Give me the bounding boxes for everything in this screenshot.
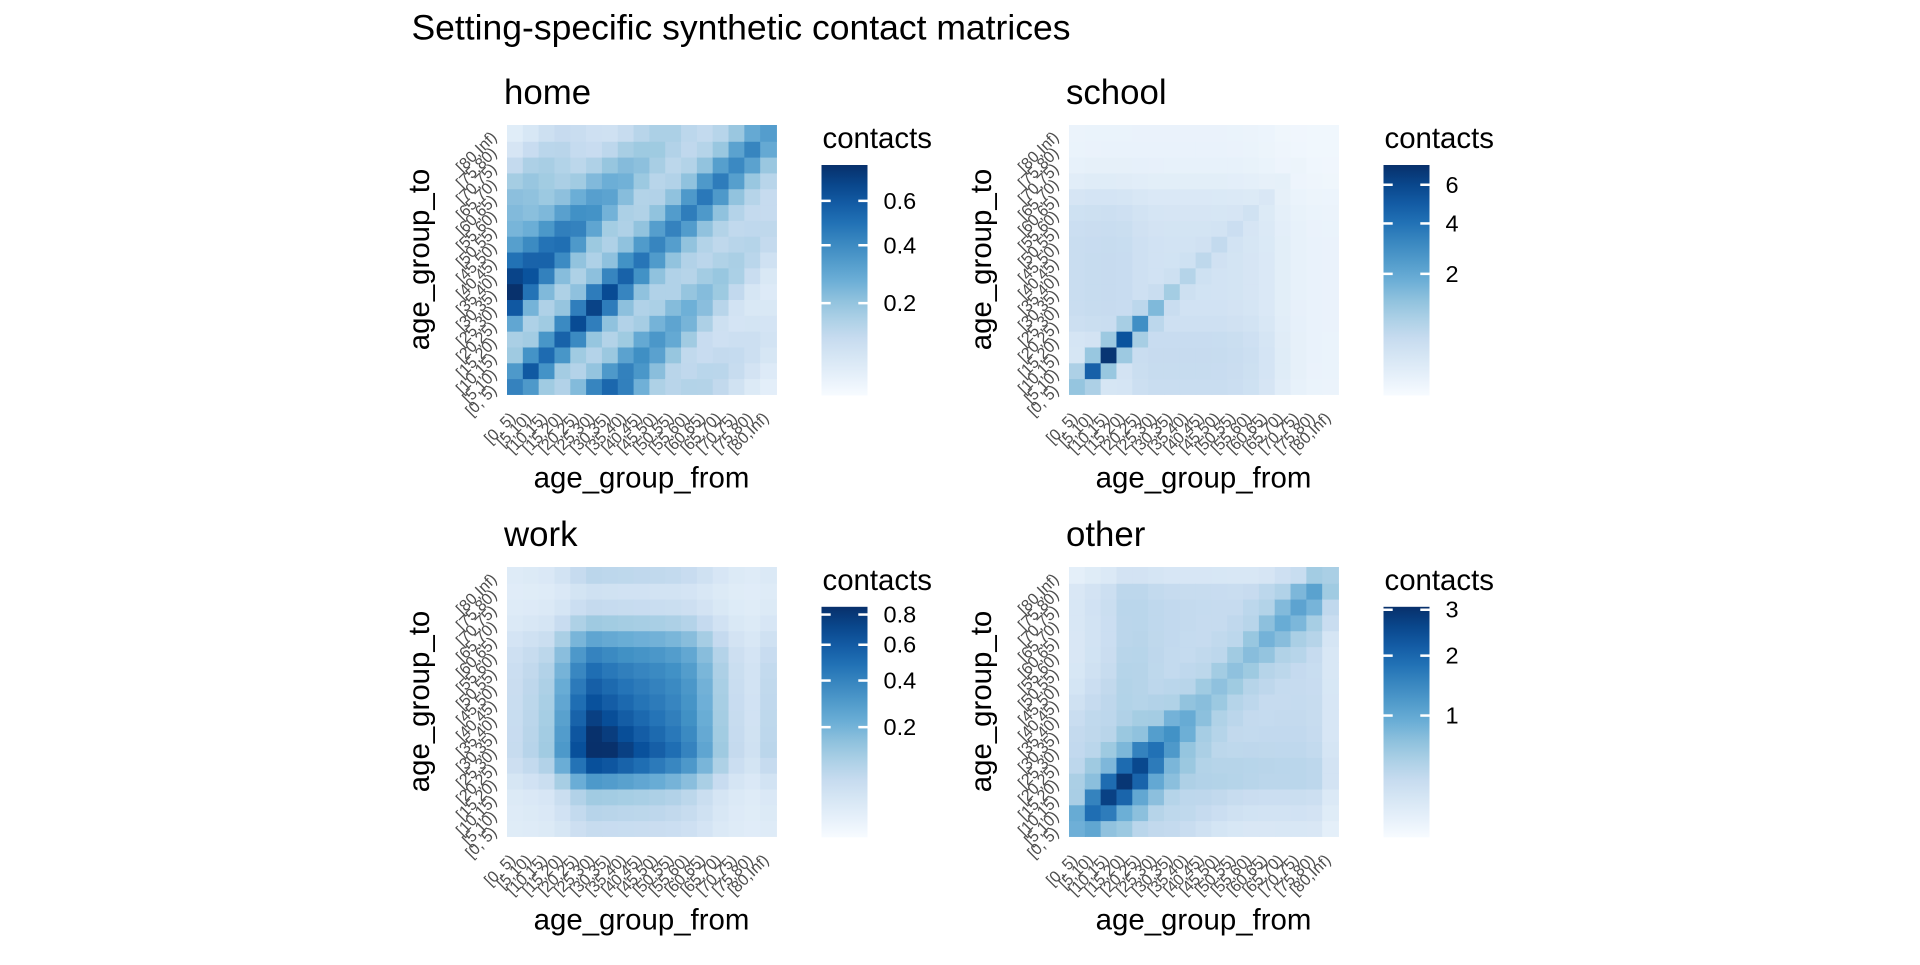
svg-text:age_group_to: age_group_to	[965, 169, 998, 350]
svg-text:0.6: 0.6	[884, 632, 917, 658]
svg-text:contacts: contacts	[1385, 564, 1494, 597]
svg-text:0.4: 0.4	[884, 668, 917, 694]
svg-text:0.8: 0.8	[884, 602, 917, 628]
svg-text:contacts: contacts	[823, 122, 932, 155]
svg-text:other: other	[1066, 515, 1146, 554]
svg-text:age_group_to: age_group_to	[403, 169, 436, 350]
svg-text:age_group_to: age_group_to	[965, 611, 998, 792]
svg-text:age_group_from: age_group_from	[534, 904, 750, 937]
svg-text:work: work	[503, 515, 578, 554]
svg-text:1: 1	[1446, 703, 1459, 729]
svg-text:school: school	[1066, 73, 1167, 112]
svg-text:0.4: 0.4	[884, 232, 917, 258]
svg-text:4: 4	[1446, 211, 1459, 237]
svg-text:age_group_from: age_group_from	[1096, 904, 1312, 937]
svg-text:0.2: 0.2	[884, 290, 917, 316]
svg-text:2: 2	[1446, 643, 1459, 669]
svg-text:age_group_from: age_group_from	[534, 462, 750, 495]
svg-text:Setting-specific synthetic con: Setting-specific synthetic contact matri…	[412, 8, 1071, 48]
svg-text:contacts: contacts	[1385, 122, 1494, 155]
svg-text:0.2: 0.2	[884, 714, 917, 740]
svg-text:age_group_from: age_group_from	[1096, 462, 1312, 495]
svg-text:0.6: 0.6	[884, 188, 917, 214]
svg-text:age_group_to: age_group_to	[403, 611, 436, 792]
svg-text:home: home	[504, 73, 591, 112]
svg-text:3: 3	[1446, 597, 1459, 623]
svg-text:contacts: contacts	[823, 564, 932, 597]
svg-text:6: 6	[1446, 172, 1459, 198]
svg-text:2: 2	[1446, 261, 1459, 287]
